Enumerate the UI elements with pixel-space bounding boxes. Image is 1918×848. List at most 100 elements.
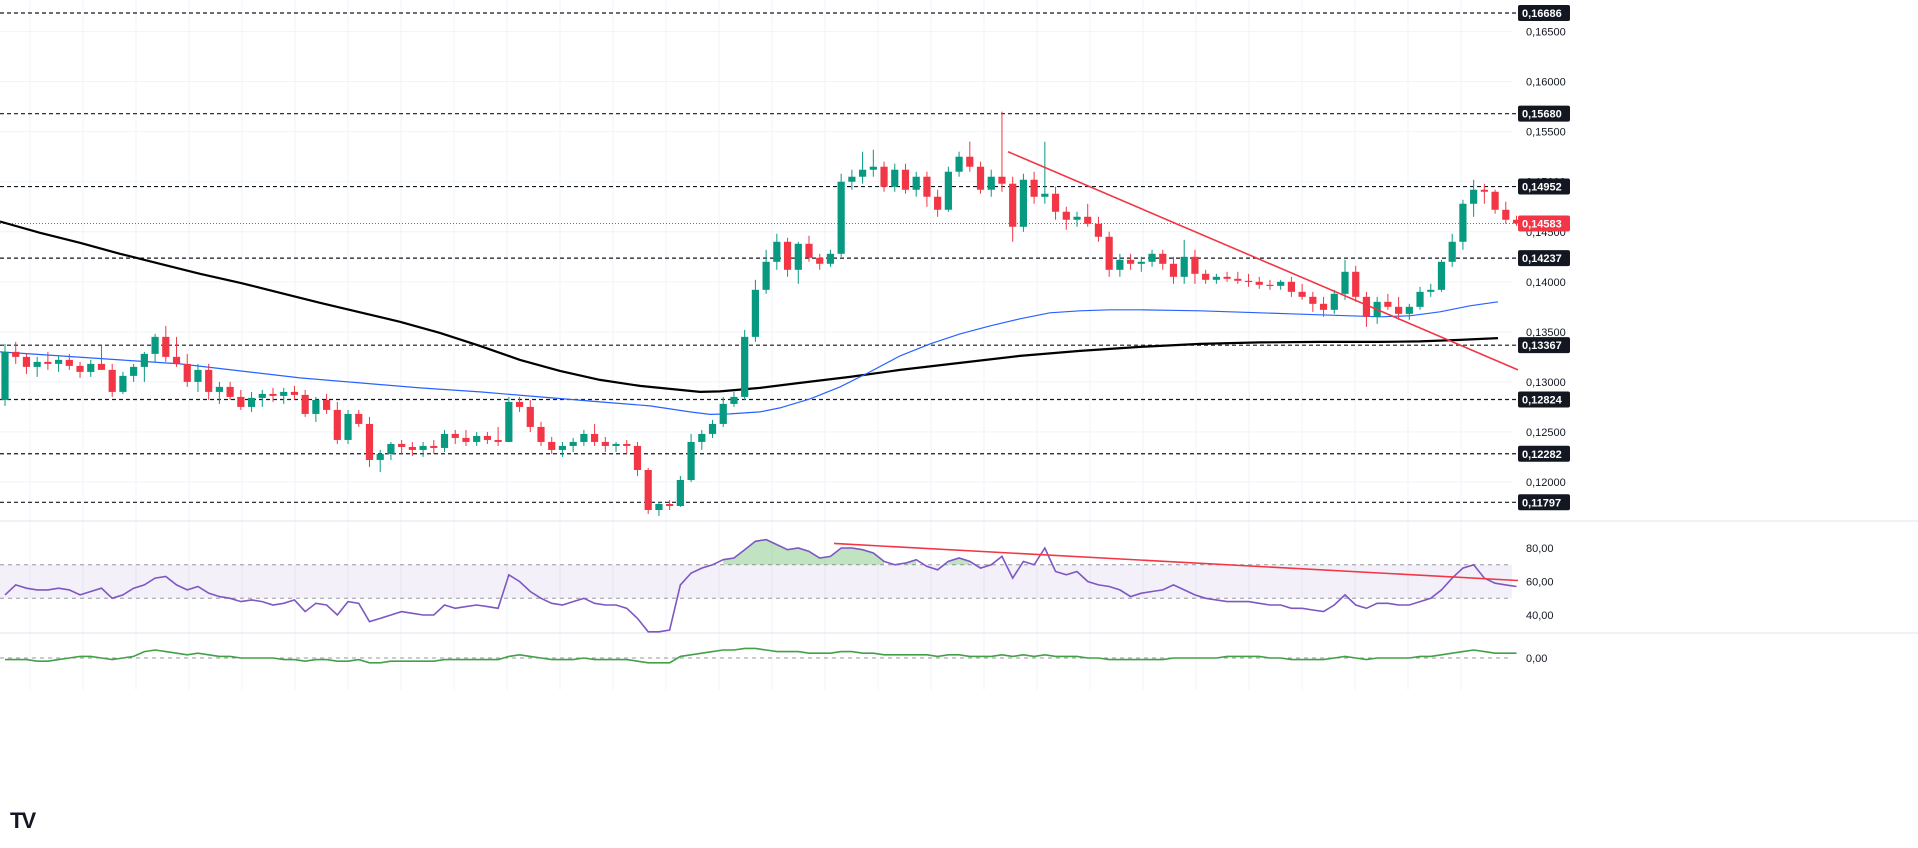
candle: [762, 249, 770, 294]
candle: [1019, 173, 1027, 232]
candle: [1427, 283, 1435, 297]
candle: [526, 399, 534, 432]
candle-body: [462, 437, 470, 442]
candle: [1073, 211, 1081, 227]
candle: [698, 429, 706, 450]
candle-body: [1148, 253, 1156, 262]
candle: [215, 381, 223, 404]
candle: [333, 401, 341, 444]
candle-body: [247, 397, 256, 407]
candle: [1191, 249, 1199, 284]
price-tick-label: 0,13500: [1526, 327, 1566, 339]
level-label-box: [1518, 445, 1570, 462]
candle: [172, 336, 181, 367]
ema-50-line[interactable]: [0, 301, 1499, 416]
candle: [944, 166, 952, 212]
rsi-overbought-fill: [723, 539, 885, 565]
candle: [1, 343, 9, 406]
candle-body: [162, 336, 170, 357]
candle-body: [719, 403, 727, 424]
candle: [934, 189, 942, 217]
candle-body: [151, 336, 159, 354]
candle-body: [269, 393, 277, 396]
candle: [1405, 303, 1413, 320]
candle-body: [290, 391, 299, 395]
candle-body: [1277, 281, 1285, 286]
candle-body: [55, 359, 63, 364]
candle: [848, 169, 856, 190]
candle-body: [1009, 183, 1017, 227]
candle: [1502, 201, 1510, 224]
candle-body: [848, 176, 856, 182]
candle-body: [1470, 189, 1478, 204]
oscillator-pane[interactable]: [0, 647, 1517, 664]
candle: [623, 439, 631, 454]
candle-body: [687, 441, 695, 480]
price-tick-label: 0,12500: [1526, 427, 1566, 439]
price-tick-label: 0,16000: [1526, 77, 1566, 89]
candle-body: [33, 361, 41, 367]
candle: [376, 449, 384, 472]
candle-body: [612, 443, 620, 446]
level-price-labels: 0,16686 0,15680 0,14952 0,14237 0,13367 0,128…: [1518, 5, 1570, 511]
descending-trendline[interactable]: [1007, 150, 1519, 371]
candle: [612, 441, 620, 452]
candle: [365, 416, 374, 467]
candle-body: [483, 435, 491, 440]
price-tick-label: 0,16500: [1526, 27, 1566, 39]
candle: [580, 429, 588, 446]
candle-body: [1427, 289, 1435, 292]
candle-body: [376, 453, 384, 460]
level-label: 0,16686: [1522, 8, 1562, 20]
candle-body: [130, 366, 138, 376]
candle-body: [365, 423, 374, 460]
candle-body: [730, 396, 738, 404]
candle: [462, 429, 470, 446]
candle: [901, 163, 910, 194]
candle: [162, 325, 170, 362]
candle: [1223, 271, 1231, 282]
level-label: 0,12282: [1522, 449, 1562, 461]
tradingview-logo[interactable]: TV: [10, 808, 36, 833]
candle: [548, 436, 556, 454]
candle: [398, 439, 406, 454]
candle: [1062, 206, 1070, 230]
candle-body: [869, 166, 877, 170]
candle: [65, 353, 73, 370]
level-label: 0,15680: [1522, 109, 1562, 121]
candle: [312, 396, 320, 422]
candle-body: [901, 169, 910, 190]
level-label-box: [1518, 391, 1570, 408]
candle-body: [237, 396, 245, 407]
candle: [1459, 199, 1467, 250]
price-tick-label: 0,13000: [1526, 377, 1566, 389]
candle: [323, 393, 331, 414]
candle: [955, 151, 963, 177]
candle: [826, 249, 835, 267]
candle: [1491, 189, 1499, 214]
candle-body: [1212, 276, 1220, 280]
candle-body: [633, 445, 642, 470]
candle-body: [923, 176, 931, 197]
candle: [1352, 265, 1360, 302]
rsi-tick-label: 60,00: [1526, 577, 1554, 589]
candle: [1330, 289, 1338, 314]
rsi-pane[interactable]: [0, 538, 1519, 633]
horizontal-levels[interactable]: [0, 12, 1516, 503]
candle-body: [1319, 303, 1328, 310]
candle: [1180, 239, 1188, 284]
ema-200-line[interactable]: [0, 220, 1499, 394]
candle-body: [741, 336, 749, 397]
candle-body: [1287, 281, 1295, 292]
candle: [1009, 176, 1017, 242]
candle: [1298, 283, 1306, 300]
candle-body: [537, 426, 545, 442]
candle: [1234, 271, 1242, 284]
candle-body: [451, 433, 459, 438]
candle-body: [1116, 259, 1124, 270]
candle-body: [215, 386, 223, 392]
candle-body: [966, 156, 974, 167]
candle: [473, 431, 481, 446]
rsi-tick-label: 40,00: [1526, 610, 1554, 622]
